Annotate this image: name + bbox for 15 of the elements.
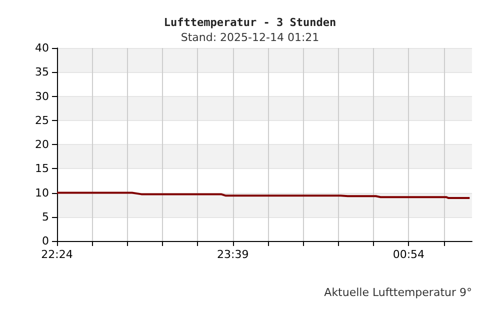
x-tick-label: 23:39: [216, 248, 249, 261]
y-tick-label: 5: [42, 210, 49, 224]
y-tick-label: 0: [42, 234, 49, 248]
x-tick-label: 22:24: [41, 248, 73, 261]
x-tick-label: 00:54: [392, 248, 425, 261]
chart-subtitle: Stand: 2025-12-14 01:21: [180, 31, 320, 44]
y-tick-label: 40: [35, 42, 49, 54]
y-tick-label: 10: [35, 186, 49, 200]
text: Aktuelle Lufttemperatur 9°: [324, 286, 472, 299]
y-tick-label: 30: [35, 90, 49, 103]
y-tick-label: 25: [35, 114, 49, 127]
y-tick-label: 15: [35, 162, 49, 176]
chart-title: Lufttemperatur - 3 Stunden: [164, 16, 336, 29]
y-tick-label: 35: [35, 66, 49, 79]
y-tick-label: 20: [35, 138, 49, 151]
